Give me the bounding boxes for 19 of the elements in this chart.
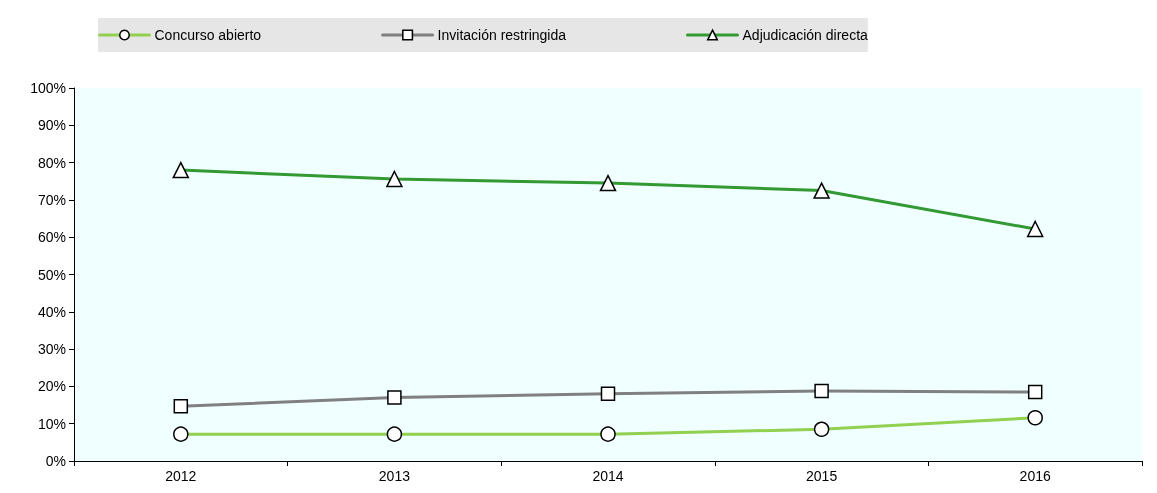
y-tick-label: 10% bbox=[37, 415, 66, 432]
y-tick-label: 50% bbox=[37, 266, 66, 283]
y-tick-label: 80% bbox=[37, 154, 66, 171]
y-tick-label: 70% bbox=[37, 191, 66, 208]
y-tick-label: 100% bbox=[30, 80, 66, 96]
y-tick-label: 90% bbox=[37, 117, 66, 134]
legend-label: Adjudicación directa bbox=[742, 27, 869, 43]
x-tick-label: 2014 bbox=[592, 468, 624, 484]
legend-label: Concurso abierto bbox=[154, 27, 262, 43]
y-tick-label: 30% bbox=[37, 341, 66, 358]
y-tick-label: 60% bbox=[37, 229, 66, 246]
y-tick-label: 0% bbox=[45, 453, 66, 469]
x-tick-label: 2016 bbox=[1019, 468, 1051, 484]
y-tick-label: 20% bbox=[37, 378, 66, 395]
legend-label: Invitación restringida bbox=[437, 27, 567, 43]
x-tick-label: 2013 bbox=[378, 468, 411, 484]
y-tick-label: 40% bbox=[37, 303, 66, 320]
x-tick-label: 2012 bbox=[165, 468, 197, 484]
x-tick-label: 2015 bbox=[806, 468, 838, 484]
